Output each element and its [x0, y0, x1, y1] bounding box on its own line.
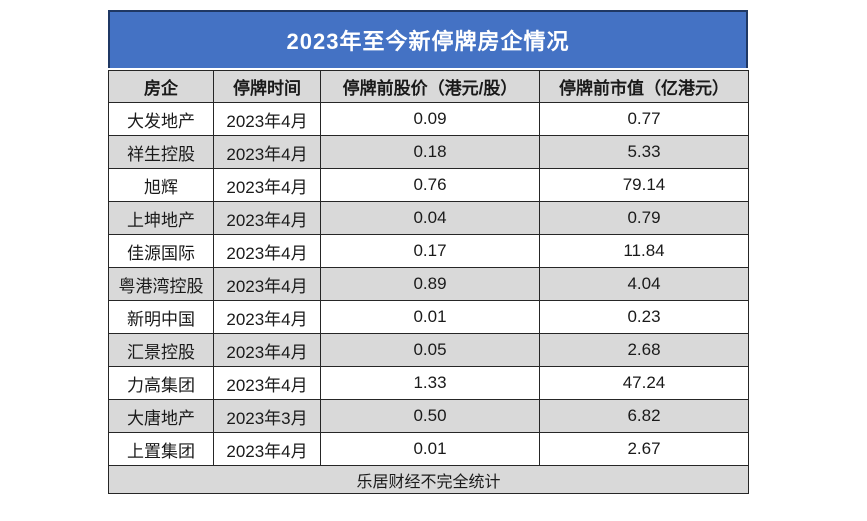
cell-pre-suspension-market-cap-100m-hkd: 0.77 — [539, 102, 749, 136]
cell-pre-suspension-price-hkd-per-share: 0.04 — [320, 201, 540, 235]
cell-suspension-date: 2023年4月 — [213, 432, 321, 466]
table-body: 大发地产 2023年4月 0.09 0.77 祥生控股 2023年4月 0.18 5.33 旭辉… — [108, 102, 749, 466]
table-row: 上坤地产 2023年4月 0.04 0.79 — [108, 201, 749, 235]
cell-suspension-date: 2023年4月 — [213, 333, 321, 367]
cell-pre-suspension-price-hkd-per-share: 0.89 — [320, 267, 540, 301]
column-header-suspension-date: 停牌时间 — [213, 70, 321, 103]
cell-suspension-date: 2023年3月 — [213, 399, 321, 433]
cell-suspension-date: 2023年4月 — [213, 300, 321, 334]
footer-row: 乐居财经不完全统计 — [108, 465, 749, 494]
table-row: 上置集团 2023年4月 0.01 2.67 — [108, 432, 749, 466]
cell-suspension-date: 2023年4月 — [213, 234, 321, 268]
cell-pre-suspension-market-cap-100m-hkd: 6.82 — [539, 399, 749, 433]
cell-company: 旭辉 — [108, 168, 214, 202]
cell-company: 祥生控股 — [108, 135, 214, 169]
cell-company: 上置集团 — [108, 432, 214, 466]
cell-pre-suspension-price-hkd-per-share: 0.76 — [320, 168, 540, 202]
cell-suspension-date: 2023年4月 — [213, 201, 321, 235]
table-footer: 乐居财经不完全统计 — [108, 465, 749, 494]
cell-pre-suspension-market-cap-100m-hkd: 79.14 — [539, 168, 749, 202]
cell-pre-suspension-market-cap-100m-hkd: 0.79 — [539, 201, 749, 235]
header-row: 房企 停牌时间 停牌前股价（港元/股） 停牌前市值（亿港元） — [108, 70, 749, 103]
table-row: 佳源国际 2023年4月 0.17 11.84 — [108, 234, 749, 268]
cell-pre-suspension-price-hkd-per-share: 0.17 — [320, 234, 540, 268]
cell-company: 新明中国 — [108, 300, 214, 334]
cell-pre-suspension-price-hkd-per-share: 1.33 — [320, 366, 540, 400]
cell-pre-suspension-price-hkd-per-share: 0.01 — [320, 432, 540, 466]
cell-pre-suspension-price-hkd-per-share: 0.05 — [320, 333, 540, 367]
cell-pre-suspension-market-cap-100m-hkd: 11.84 — [539, 234, 749, 268]
column-header-pre-suspension-price: 停牌前股价（港元/股） — [320, 70, 540, 103]
cell-suspension-date: 2023年4月 — [213, 168, 321, 202]
cell-pre-suspension-price-hkd-per-share: 0.09 — [320, 102, 540, 136]
cell-pre-suspension-market-cap-100m-hkd: 4.04 — [539, 267, 749, 301]
table-title: 2023年至今新停牌房企情况 — [108, 10, 748, 68]
cell-company: 上坤地产 — [108, 201, 214, 235]
cell-pre-suspension-market-cap-100m-hkd: 5.33 — [539, 135, 749, 169]
cell-company: 粤港湾控股 — [108, 267, 214, 301]
cell-suspension-date: 2023年4月 — [213, 135, 321, 169]
cell-suspension-date: 2023年4月 — [213, 366, 321, 400]
suspended-companies-table: 2023年至今新停牌房企情况 房企 停牌时间 停牌前股价（港元/股） 停牌前市值… — [108, 10, 749, 494]
table-header: 房企 停牌时间 停牌前股价（港元/股） 停牌前市值（亿港元） — [108, 70, 749, 103]
cell-pre-suspension-market-cap-100m-hkd: 47.24 — [539, 366, 749, 400]
table-row: 旭辉 2023年4月 0.76 79.14 — [108, 168, 749, 202]
cell-company: 佳源国际 — [108, 234, 214, 268]
cell-pre-suspension-market-cap-100m-hkd: 2.68 — [539, 333, 749, 367]
table-row: 新明中国 2023年4月 0.01 0.23 — [108, 300, 749, 334]
cell-company: 力高集团 — [108, 366, 214, 400]
column-header-pre-suspension-market-cap: 停牌前市值（亿港元） — [539, 70, 749, 103]
table-row: 粤港湾控股 2023年4月 0.89 4.04 — [108, 267, 749, 301]
cell-pre-suspension-price-hkd-per-share: 0.01 — [320, 300, 540, 334]
cell-pre-suspension-market-cap-100m-hkd: 0.23 — [539, 300, 749, 334]
table-row: 祥生控股 2023年4月 0.18 5.33 — [108, 135, 749, 169]
footer-source-note: 乐居财经不完全统计 — [108, 465, 749, 494]
cell-company: 汇景控股 — [108, 333, 214, 367]
cell-pre-suspension-price-hkd-per-share: 0.50 — [320, 399, 540, 433]
column-header-company: 房企 — [108, 70, 214, 103]
data-table: 房企 停牌时间 停牌前股价（港元/股） 停牌前市值（亿港元） 大发地产 2023年… — [108, 70, 749, 494]
cell-company: 大发地产 — [108, 102, 214, 136]
table-row: 力高集团 2023年4月 1.33 47.24 — [108, 366, 749, 400]
cell-suspension-date: 2023年4月 — [213, 102, 321, 136]
cell-pre-suspension-market-cap-100m-hkd: 2.67 — [539, 432, 749, 466]
cell-suspension-date: 2023年4月 — [213, 267, 321, 301]
table-row: 大发地产 2023年4月 0.09 0.77 — [108, 102, 749, 136]
table-row: 大唐地产 2023年3月 0.50 6.82 — [108, 399, 749, 433]
cell-company: 大唐地产 — [108, 399, 214, 433]
table-row: 汇景控股 2023年4月 0.05 2.68 — [108, 333, 749, 367]
cell-pre-suspension-price-hkd-per-share: 0.18 — [320, 135, 540, 169]
